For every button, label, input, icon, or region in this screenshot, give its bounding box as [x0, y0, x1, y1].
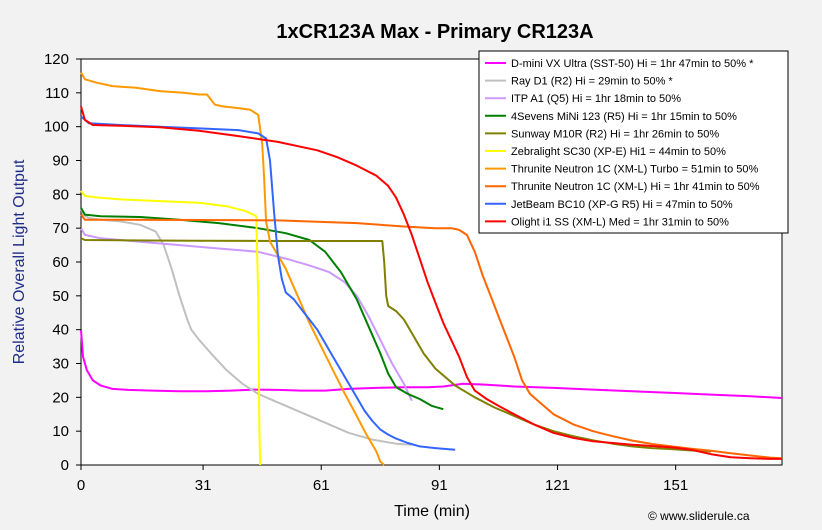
y-axis-label: Relative Overall Light Output	[11, 159, 28, 364]
y-tick-label: 120	[44, 51, 69, 68]
series-line-9	[80, 115, 456, 451]
x-axis-label: Time (min)	[394, 503, 470, 520]
x-tick-label: 31	[195, 477, 212, 494]
axes-group: 0 10 20 30 40 50 60 70 80 90 100 110 120 0 31 61 91 121 15…	[44, 51, 688, 494]
series-line-4	[80, 207, 444, 411]
y-tick-label: 90	[52, 153, 69, 170]
y-tick-label: 30	[52, 356, 69, 373]
y-tick-label: 20	[52, 389, 69, 406]
legend-entry: 4Sevens MiNi 123 (R5) Hi = 1hr 15min to …	[511, 111, 737, 123]
y-tick-label: 40	[52, 322, 69, 339]
y-tick-label: 10	[52, 423, 69, 440]
x-tick-label: 61	[313, 477, 330, 494]
y-tick-label: 70	[52, 220, 69, 237]
y-tick-label: 100	[44, 119, 69, 136]
legend-entry: Olight i1 SS (XM-L) Med = 1hr 31min to 5…	[511, 216, 729, 228]
series-line-2	[80, 207, 412, 446]
chart-title: 1xCR123A Max - Primary CR123A	[276, 21, 593, 43]
series-line-10	[80, 106, 782, 460]
legend-entry: Zebralight SC30 (XP-E) Hi1 = 44min to 50…	[511, 146, 726, 158]
legend-entry: Sunway M10R (R2) Hi = 1hr 26min to 50%	[511, 128, 719, 140]
legend-entry: Thrunite Neutron 1C (XM-L) Turbo = 51min…	[511, 164, 759, 176]
y-tick-label: 60	[52, 254, 69, 271]
x-tick-label: 121	[545, 477, 570, 494]
y-tick-label: 0	[61, 457, 69, 474]
x-tick-label: 0	[77, 477, 85, 494]
y-tick-label: 110	[45, 85, 69, 102]
legend-entry: Ray D1 (R2) Hi = 29min to 50% *	[511, 76, 673, 88]
series-line-1	[80, 329, 783, 399]
x-tick-label: 91	[431, 477, 448, 494]
series-line-7	[80, 72, 385, 466]
credit-text: © www.sliderule.ca	[648, 509, 750, 523]
legend-box	[478, 50, 789, 234]
legend-entry: Thrunite Neutron 1C (XM-L) Hi = 1hr 41mi…	[511, 181, 760, 193]
y-tick-label: 80	[52, 186, 69, 203]
legend: D-mini VX Ultra (SST-50) Hi = 1hr 47min …	[478, 50, 789, 234]
legend-entry: ITP A1 (Q5) Hi = 1hr 18min to 50%	[511, 93, 681, 105]
legend-entry: D-mini VX Ultra (SST-50) Hi = 1hr 47min …	[511, 58, 754, 70]
y-tick-label: 50	[52, 288, 69, 305]
legend-entry: JetBeam BC10 (XP-G R5) Hi = 47min to 50%	[511, 199, 733, 211]
x-tick-label: 151	[663, 477, 688, 494]
series-line-6	[80, 190, 262, 466]
series-group	[80, 72, 783, 466]
